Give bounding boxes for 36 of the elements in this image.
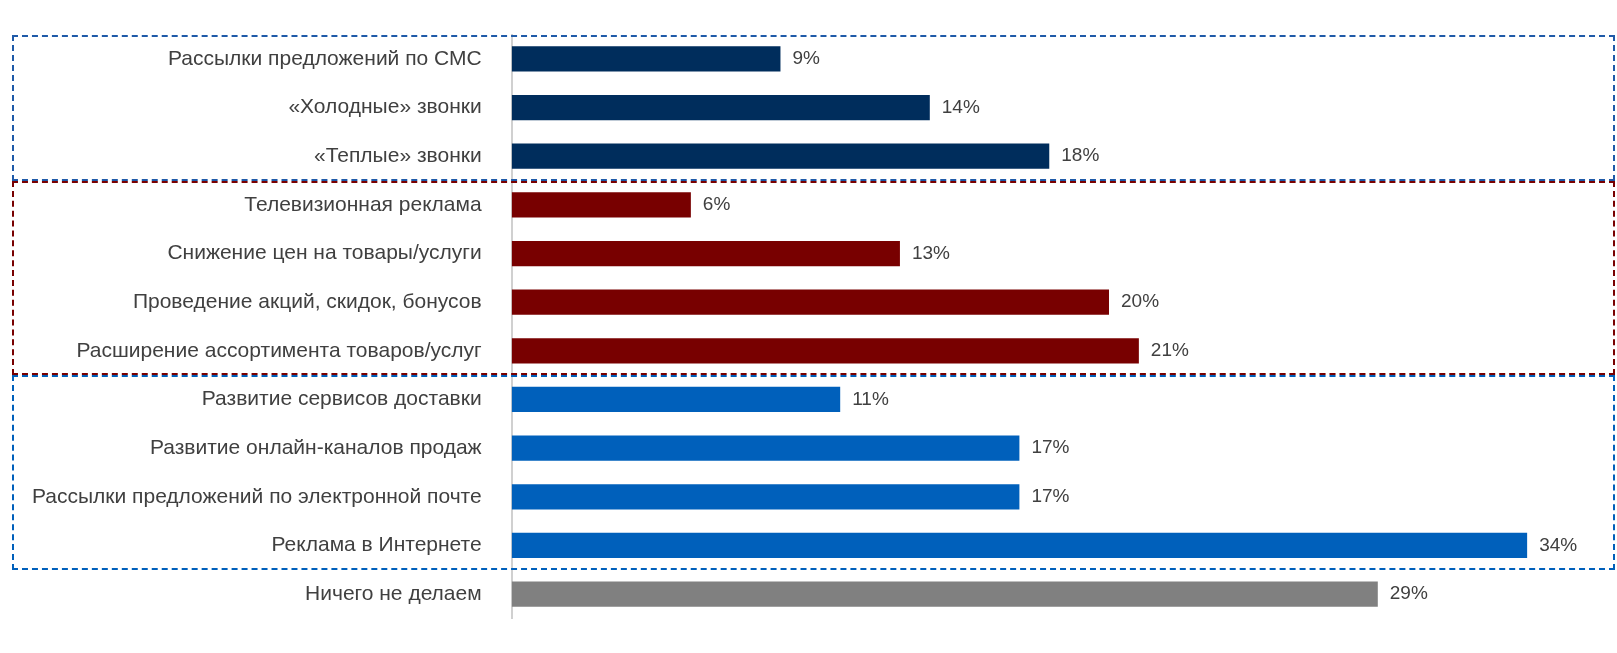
- data-label: 13%: [911, 241, 951, 263]
- y-tick-label: Проведение акций, скидок, бонусов: [132, 288, 482, 312]
- data-label: 9%: [792, 47, 821, 69]
- data-label: 21%: [1150, 339, 1189, 361]
- data-label: 11%: [852, 387, 889, 409]
- bar: [511, 143, 1050, 169]
- data-label: 14%: [941, 95, 980, 117]
- bar: [511, 289, 1109, 315]
- y-tick-label: «Холодные» звонки: [288, 94, 482, 118]
- data-label: 20%: [1121, 290, 1160, 312]
- bar: [511, 192, 691, 218]
- data-label: 18%: [1061, 144, 1100, 166]
- data-label: 6%: [702, 193, 731, 215]
- y-tick-label: Рассылки предложений по электронной почте: [31, 483, 482, 507]
- y-tick-label: Реклама в Интернете: [271, 532, 482, 556]
- y-tick-label: Развитие онлайн-каналов продаж: [149, 434, 482, 458]
- data-label: 17%: [1031, 436, 1070, 458]
- bar: [511, 435, 1020, 461]
- bar: [511, 581, 1378, 607]
- y-tick-label: Ничего не делаем: [305, 580, 482, 604]
- bar: [511, 532, 1528, 559]
- bar: [511, 484, 1020, 510]
- bar: [511, 386, 841, 413]
- y-tick-label: «Теплые» звонки: [313, 143, 482, 167]
- y-tick-label: Снижение цен на товары/услуги: [167, 240, 482, 264]
- data-label: 29%: [1389, 582, 1428, 604]
- data-label: 17%: [1031, 485, 1070, 507]
- y-tick-label: Развитие сервисов доставки: [201, 386, 482, 410]
- data-label: 34%: [1539, 533, 1578, 555]
- y-tick-label: Расширение ассортимента товаров/услуг: [76, 337, 482, 361]
- y-tick-label: Телевизионная реклама: [244, 191, 482, 215]
- bar: [511, 240, 900, 267]
- y-tick-label: Рассылки предложений по СМС: [168, 45, 482, 69]
- bar: [511, 46, 781, 72]
- bar: [511, 338, 1139, 364]
- bar: [511, 94, 930, 121]
